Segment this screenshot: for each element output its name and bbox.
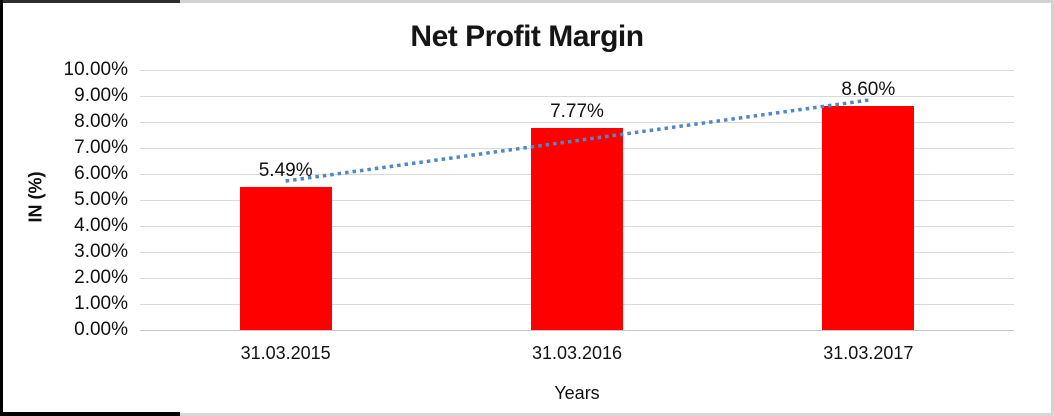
y-tick-label: 6.00%: [74, 163, 128, 184]
y-tick-label: 5.00%: [74, 189, 128, 210]
bar-value-label: 5.49%: [258, 160, 313, 182]
y-tick-label: 7.00%: [74, 137, 128, 158]
y-tick-label: 0.00%: [74, 319, 128, 340]
frame-border-bottom: [0, 413, 1054, 416]
y-tick-label: 1.00%: [74, 293, 128, 314]
gridline: [140, 69, 1014, 71]
bar-31.03.2015: [239, 187, 332, 330]
bar-31.03.2016: [531, 127, 623, 330]
bar-31.03.2017: [822, 106, 915, 330]
y-tick-label: 8.00%: [74, 111, 128, 132]
x-tick-label: 31.03.2016: [531, 343, 623, 363]
y-tick-label: 4.00%: [74, 215, 128, 236]
x-axis-line: [140, 329, 1014, 331]
x-tick-label: 31.03.2015: [240, 343, 331, 363]
frame-border-right: [1051, 0, 1054, 416]
y-tick-label: 2.00%: [74, 267, 128, 288]
y-tick-label: 9.00%: [74, 85, 128, 106]
frame-border-top: [0, 0, 1054, 3]
x-tick-label: 31.03.2017: [823, 343, 914, 363]
x-axis-title: Years: [554, 383, 600, 403]
bar-value-label: 8.60%: [841, 79, 896, 101]
y-tick-label: 3.00%: [74, 241, 128, 262]
frame-border-left: [0, 0, 3, 416]
bar-value-label: 7.77%: [550, 100, 604, 122]
chart-title: Net Profit Margin: [410, 20, 644, 53]
frame-border-top-dark-segment: [0, 0, 180, 3]
frame-border-bottom-dark-segment: [0, 412, 180, 416]
y-tick-label: 10.00%: [63, 59, 128, 80]
gridline: [140, 95, 1014, 97]
